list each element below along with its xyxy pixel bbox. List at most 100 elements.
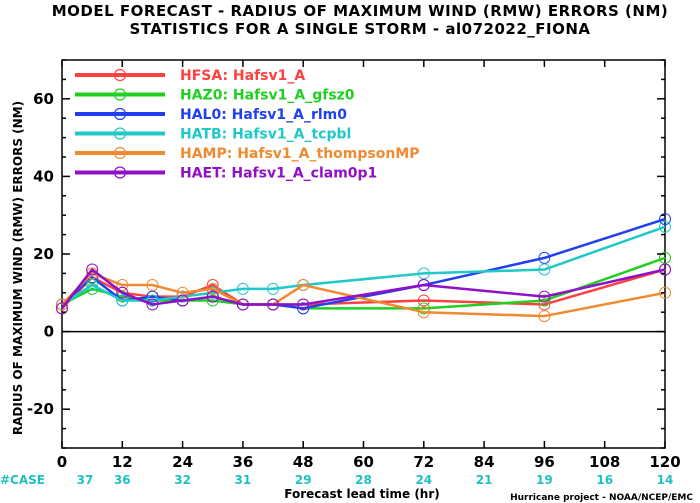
data-point [417,306,430,319]
case-count: 37 [77,473,94,487]
series-line [61,225,666,306]
data-point [538,251,551,264]
case-count: 29 [295,473,312,487]
series-hamp [56,267,671,323]
data-point [206,282,219,295]
data-point [86,279,99,292]
data-point [206,294,219,307]
x-tick-label: 36 [232,453,253,471]
legend-item-hamp: HAMP: Hafsv1_A_thompsonMP [75,146,420,162]
x-tick-label: 12 [112,453,133,471]
plot-area [61,59,666,449]
data-point [659,251,671,264]
data-point [116,294,129,307]
legend-item-hatb: HATB: Hafsv1_A_tcpbl [75,127,351,143]
data-point [659,286,671,299]
data-point [417,267,430,280]
case-count: 36 [114,473,131,487]
legend-item-haz0: HAZ0: Hafsv1_A_gfsz0 [75,88,355,104]
case-count: 21 [476,473,493,487]
data-point [206,279,219,292]
data-point [56,298,68,311]
x-tick-label: 24 [172,453,193,471]
case-count: 24 [415,473,432,487]
data-point [538,263,551,276]
x-tick-label: 48 [293,453,314,471]
legend-marker [113,107,127,121]
legend-label: HAET: Hafsv1_A_clam0p1 [180,166,377,182]
x-tick-label: 84 [474,453,495,471]
data-point [538,310,551,323]
y-tick-label: 0 [44,323,54,341]
legend-label: HAZ0: Hafsv1_A_gfsz0 [180,88,355,104]
case-count: 28 [355,473,372,487]
legend-marker [113,68,127,82]
data-point [206,290,219,303]
case-count: 32 [174,473,191,487]
data-point [56,302,68,315]
case-label: #CASE [0,473,45,487]
case-count: 16 [596,473,613,487]
data-point [659,213,671,226]
chart-subtitle: STATISTICS FOR A SINGLE STORM - al072022… [130,20,591,38]
legend-label: HATB: Hafsv1_A_tcpbl [180,127,351,143]
data-point [267,298,280,311]
data-point [297,279,310,292]
y-tick-label: 40 [33,167,54,185]
y-tick-label: 20 [33,245,54,263]
data-point [267,282,280,295]
data-point [417,279,430,292]
legend-marker [113,88,127,101]
data-point [146,279,159,292]
series-haet [56,263,671,315]
data-point [417,294,430,307]
data-point [146,298,159,311]
y-axis-label: RADIUS OF MAXIMUM WIND (RMW) ERRORS (NM) [11,101,25,435]
data-point [176,290,189,303]
legend-item-hfsa: HFSA: Hafsv1_A [75,68,305,84]
x-axis-label: Forecast lead time (hr) [284,487,440,501]
data-point [538,290,551,303]
y-tick-label: 60 [33,90,54,108]
data-point [146,294,159,307]
x-tick-label: 96 [534,453,555,471]
data-point [659,220,671,233]
data-point [297,298,310,311]
data-point [659,263,671,276]
legend-item-haet: HAET: Hafsv1_A_clam0p1 [75,166,377,182]
legend-label: HAMP: Hafsv1_A_thompsonMP [180,146,420,162]
data-point [146,290,159,303]
case-count: 19 [536,473,553,487]
x-tick-label: 108 [589,453,620,471]
axes-group: 0 12 24 36 48 60 72 84 96 108 120 -20 0 20 40 60 [27,59,681,471]
x-tick-label: 0 [57,453,67,471]
data-point [538,294,551,307]
legend-marker [113,166,127,179]
data-point [297,302,310,315]
data-point [116,279,129,292]
y-tick-label: -20 [27,400,54,418]
chart-title: MODEL FORECAST - RADIUS OF MAXIMUM WIND … [52,2,669,20]
legend-marker [113,146,127,160]
data-point [236,298,249,311]
legend-label: HFSA: Hafsv1_A [180,68,305,84]
credit-text: Hurricane project - NOAA/NCEP/EMC [510,493,693,503]
legend-marker [113,127,127,140]
data-point [176,294,189,307]
legend-label: HAL0: Hafsv1_A_rlm0 [180,107,347,123]
series-group [56,213,671,323]
legend-item-hal0: HAL0: Hafsv1_A_rlm0 [75,107,347,123]
series-line [61,268,666,310]
x-tick-label: 72 [413,453,434,471]
case-counts: #CASE 37 36 32 31 29 28 24 21 19 16 14 [0,473,673,487]
x-tick-label: 120 [649,453,680,471]
case-count: 14 [657,473,674,487]
plot-frame [61,59,666,449]
data-point [538,298,551,311]
data-point [116,286,129,299]
legend: HFSA: Hafsv1_A HAZ0: Hafsv1_A_gfsz0 HAL0: … [75,68,420,182]
data-point [176,286,189,299]
data-point [236,282,249,295]
data-point [86,263,99,276]
